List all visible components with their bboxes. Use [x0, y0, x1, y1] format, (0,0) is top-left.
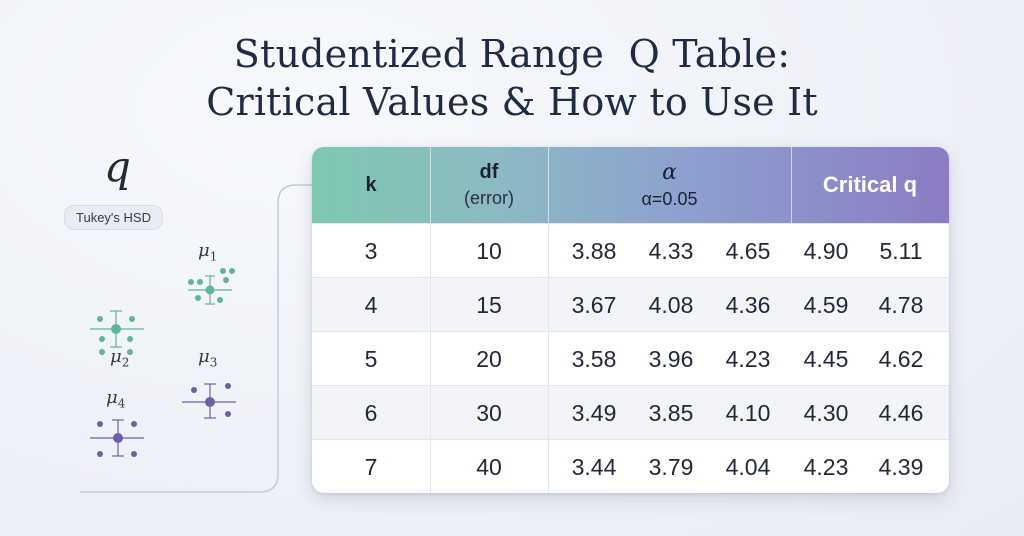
cell-value: 3.79 [648, 454, 694, 480]
cell-k: 6 [312, 386, 431, 440]
cell-k: 7 [312, 440, 431, 493]
cell-value: 4.23 [725, 346, 771, 372]
mean-cluster-2 [90, 310, 144, 355]
cell-df: 20 [430, 332, 549, 386]
mu-3-label: μ3 [198, 346, 218, 370]
cell-value: 4.08 [648, 292, 694, 318]
cell-k: 5 [312, 332, 431, 386]
cell-df: 10 [430, 224, 549, 278]
table-row: 3 10 3.88 4.33 4.65 4.90 5.11 [312, 223, 949, 278]
table-header-row: k df (error) α α=0.05 Critical q [312, 147, 949, 223]
mu-1-label: μ1 [198, 240, 218, 264]
cell-value: 4.90 [803, 238, 849, 264]
connector-line [80, 184, 312, 493]
cell-value: 5.11 [879, 238, 923, 264]
page-title: Studentized Range Q Table: Critical Valu… [0, 30, 1024, 126]
cell-value: 3.88 [571, 238, 617, 264]
header-alpha-symbol: α [662, 160, 677, 185]
cell-value: 3.96 [648, 346, 694, 372]
cell-df: 40 [430, 440, 549, 493]
header-df-label: df [479, 161, 499, 183]
header-alpha-value: α=0.05 [641, 189, 698, 209]
q-symbol: q [104, 142, 131, 191]
header-critical-q: Critical q [822, 172, 918, 197]
cell-value: 4.10 [725, 400, 771, 426]
cell-value: 4.36 [725, 292, 771, 318]
table-row: 6 30 3.49 3.85 4.10 4.30 4.46 [312, 385, 949, 440]
mean-cluster-3 [182, 383, 236, 419]
mean-cluster-4 [90, 419, 144, 457]
table-row: 4 15 3.67 4.08 4.36 4.59 4.78 [312, 277, 949, 332]
cell-value: 4.30 [803, 400, 849, 426]
cell-value: 4.65 [725, 238, 771, 264]
cell-value: 4.46 [878, 400, 924, 426]
cell-value: 4.59 [803, 292, 849, 318]
mean-cluster-1 [188, 268, 235, 305]
cell-value: 4.78 [878, 292, 924, 318]
mu-2-label: μ2 [110, 346, 130, 370]
cell-value: 4.39 [878, 454, 924, 480]
header-k: k [312, 147, 431, 223]
table-row: 7 40 3.44 3.79 4.04 4.23 4.39 [312, 439, 949, 493]
cell-k: 3 [312, 224, 431, 278]
cell-value: 3.44 [571, 454, 617, 480]
tukey-hsd-badge: Tukey's HSD [64, 205, 163, 230]
cell-value: 3.49 [571, 400, 617, 426]
header-df: df (error) [430, 147, 549, 223]
table-row: 5 20 3.58 3.96 4.23 4.45 4.62 [312, 331, 949, 386]
q-table: k df (error) α α=0.05 Critical q 3 10 3.… [312, 147, 949, 493]
cell-value: 4.62 [878, 346, 924, 372]
cell-value: 3.58 [571, 346, 617, 372]
cell-value: 4.23 [803, 454, 849, 480]
title-line-2: Critical Values & How to Use It [206, 80, 818, 124]
cell-k: 4 [312, 278, 431, 332]
cell-df: 30 [430, 386, 549, 440]
mu-4-label: μ4 [106, 387, 126, 411]
header-alpha: α α=0.05 [548, 147, 792, 223]
cell-df: 15 [430, 278, 549, 332]
cell-value: 4.33 [648, 238, 694, 264]
cell-value: 4.04 [725, 454, 771, 480]
cell-value: 3.85 [648, 400, 694, 426]
cell-value: 3.67 [571, 292, 617, 318]
title-line-1: Studentized Range Q Table: [233, 32, 791, 76]
cell-value: 4.45 [803, 346, 849, 372]
header-df-sublabel: (error) [464, 188, 514, 208]
